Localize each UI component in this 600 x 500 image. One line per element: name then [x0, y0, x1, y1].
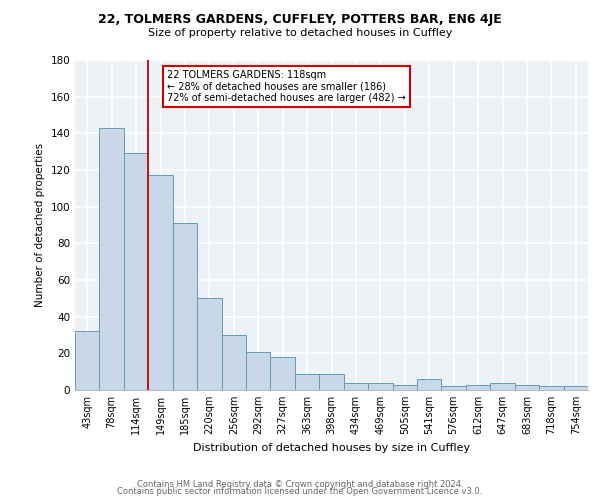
Bar: [271, 357, 295, 390]
Text: Contains public sector information licensed under the Open Government Licence v3: Contains public sector information licen…: [118, 487, 482, 496]
Bar: [173, 223, 197, 390]
Bar: [148, 176, 173, 390]
Bar: [490, 382, 515, 390]
Bar: [466, 384, 490, 390]
Bar: [563, 386, 588, 390]
Bar: [392, 384, 417, 390]
Bar: [417, 379, 442, 390]
Bar: [246, 352, 271, 390]
Bar: [295, 374, 319, 390]
Text: Contains HM Land Registry data © Crown copyright and database right 2024.: Contains HM Land Registry data © Crown c…: [137, 480, 463, 489]
Bar: [124, 154, 148, 390]
Bar: [539, 386, 563, 390]
Bar: [344, 382, 368, 390]
Bar: [75, 332, 100, 390]
Bar: [100, 128, 124, 390]
Bar: [319, 374, 344, 390]
Bar: [221, 335, 246, 390]
Bar: [515, 384, 539, 390]
Y-axis label: Number of detached properties: Number of detached properties: [35, 143, 45, 307]
Bar: [197, 298, 221, 390]
X-axis label: Distribution of detached houses by size in Cuffley: Distribution of detached houses by size …: [193, 442, 470, 452]
Text: 22, TOLMERS GARDENS, CUFFLEY, POTTERS BAR, EN6 4JE: 22, TOLMERS GARDENS, CUFFLEY, POTTERS BA…: [98, 12, 502, 26]
Text: 22 TOLMERS GARDENS: 118sqm
← 28% of detached houses are smaller (186)
72% of sem: 22 TOLMERS GARDENS: 118sqm ← 28% of deta…: [167, 70, 406, 103]
Text: Size of property relative to detached houses in Cuffley: Size of property relative to detached ho…: [148, 28, 452, 38]
Bar: [368, 382, 392, 390]
Bar: [442, 386, 466, 390]
